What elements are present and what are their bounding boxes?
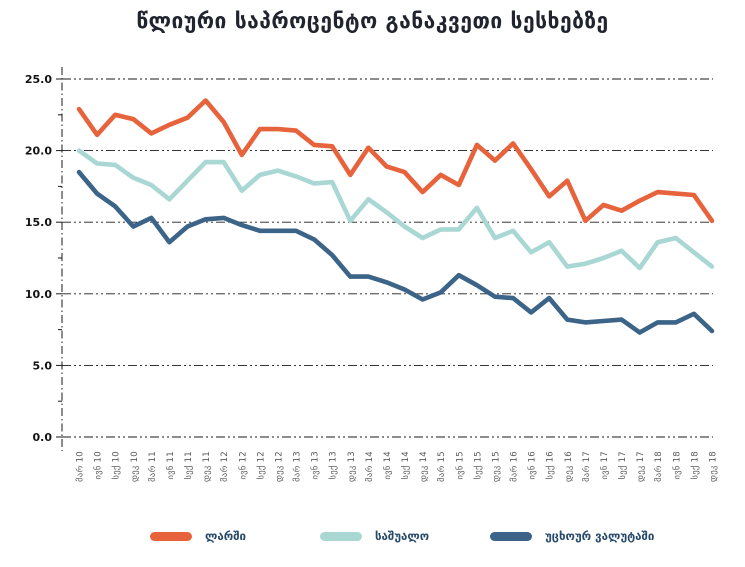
x-tick-label: სექ 18 — [689, 451, 700, 479]
y-tick-label: 5.0 — [33, 359, 53, 372]
legend-swatch-gel — [150, 531, 192, 541]
legend-label-foreign-currency: უცხოურ ვალუტაში — [545, 529, 655, 543]
legend-label-average: საშუალო — [375, 529, 430, 543]
y-tick-label: 15.0 — [25, 216, 52, 229]
x-tick-label: ივნ 12 — [237, 451, 248, 480]
x-tick-label: დეკ 14 — [419, 451, 429, 482]
chart-title: წლიური საპროცენტო განაკვეთი სესხებზე — [136, 9, 609, 33]
x-tick-label: ივნ 17 — [599, 451, 610, 480]
x-tick-label: მარ 15 — [436, 451, 447, 482]
x-tick-label: სექ 13 — [328, 451, 339, 479]
x-tick-label: მარ 14 — [364, 451, 375, 482]
legend-swatch-average — [320, 531, 362, 541]
x-tick-label: დეკ 15 — [491, 451, 501, 482]
x-tick-label: მარ 10 — [75, 451, 86, 482]
legend-swatch-foreign-currency — [490, 531, 532, 541]
x-tick-label: სექ 11 — [183, 451, 194, 479]
x-tick-label: სექ 12 — [255, 451, 266, 479]
x-tick-label: ივნ 10 — [93, 451, 104, 480]
x-tick-label: დეკ 11 — [202, 451, 212, 482]
x-tick-label: მარ 11 — [147, 451, 158, 482]
x-tick-label: ივნ 11 — [165, 451, 176, 480]
x-tick-label: მარ 16 — [509, 451, 520, 482]
legend-item-foreign-currency: უცხოურ ვალუტაში — [490, 529, 654, 543]
y-tick-label: 0.0 — [33, 431, 53, 444]
y-tick-label: 25.0 — [25, 73, 52, 86]
series-line-0 — [76, 98, 715, 224]
x-tick-label: სექ 10 — [111, 451, 122, 479]
legend: ლარში საშუალო უცხოურ ვალუტაში — [0, 529, 745, 553]
series-line-2 — [76, 169, 715, 335]
x-tick-label: ივნ 15 — [454, 451, 465, 480]
x-tick-label: ივნ 16 — [527, 451, 538, 480]
x-tick-label: ივნ 13 — [310, 451, 321, 480]
x-tick-label: დეკ 13 — [347, 451, 357, 482]
x-tick-label: დეკ 16 — [564, 451, 574, 482]
legend-item-gel: ლარში — [150, 529, 246, 543]
x-tick-label: დეკ 17 — [636, 451, 646, 482]
x-tick-label: მარ 12 — [219, 451, 230, 482]
x-tick-label: მარ 13 — [292, 451, 303, 482]
y-tick-label: 10.0 — [25, 288, 52, 301]
x-tick-label: ივნ 18 — [671, 451, 682, 480]
x-tick-label: სექ 16 — [545, 451, 556, 479]
x-tick-label: დეკ 18 — [709, 451, 719, 482]
x-tick-label: ივნ 14 — [382, 451, 393, 480]
legend-label-gel: ლარში — [205, 529, 247, 543]
x-tick-label: სექ 14 — [400, 451, 411, 479]
x-tick-label: დეკ 12 — [274, 451, 284, 482]
series-line-1 — [76, 148, 715, 271]
x-tick-label: სექ 15 — [472, 451, 483, 479]
x-tick-label: დეკ 10 — [130, 451, 140, 482]
x-tick-label: მარ 18 — [653, 451, 664, 482]
x-tick-label: სექ 17 — [617, 451, 628, 479]
y-tick-label: 20.0 — [25, 145, 52, 158]
legend-item-average: საშუალო — [320, 529, 429, 543]
x-tick-label: მარ 17 — [581, 451, 592, 482]
